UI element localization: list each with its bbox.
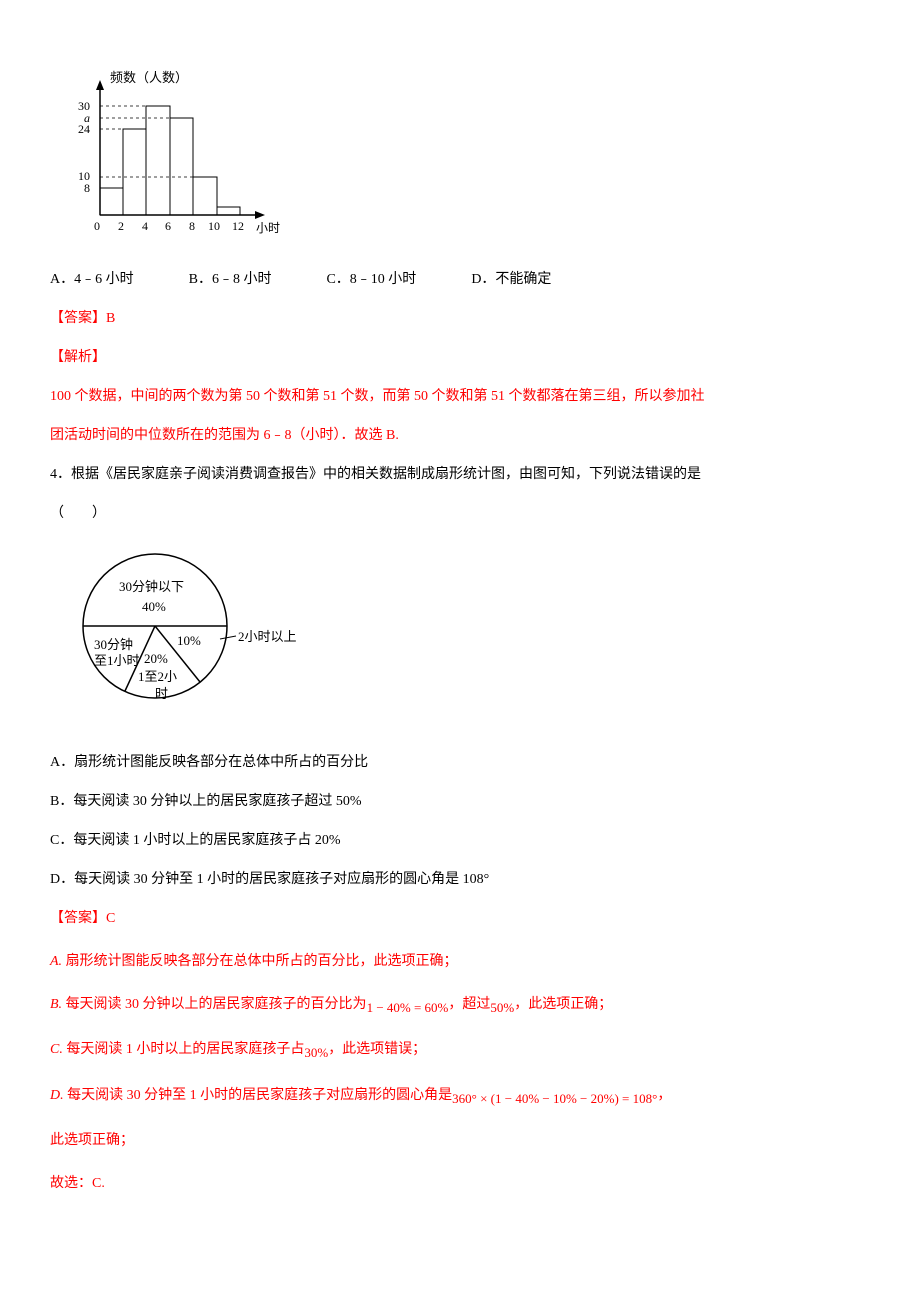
q4-exp-b-text2: ，超过 (448, 997, 490, 1012)
q4-exp-d-f: 360° × (1 − 40% − 10% − 20%) = 108° (452, 1090, 657, 1105)
q4-stem2: （ ） (50, 496, 870, 531)
svg-text:10%: 10% (177, 633, 201, 648)
svg-text:6: 6 (165, 219, 171, 233)
q3-option-c: C．8﹣10 小时 (326, 262, 416, 297)
q4-option-c: C．每天阅读 1 小时以上的居民家庭孩子占 20% (50, 823, 870, 858)
pie-chart: 30分钟以下 40% 30分钟 至1小时 20% 10% 1至2小 时 2小时以… (50, 541, 870, 730)
svg-text:8: 8 (84, 181, 90, 195)
svg-text:10: 10 (208, 219, 220, 233)
q4-exp-d-end: ， (657, 1088, 671, 1103)
svg-text:至1小时: 至1小时 (94, 653, 140, 668)
q3-option-b: B．6﹣8 小时 (189, 262, 272, 297)
q4-option-a: A．扇形统计图能反映各部分在总体中所占的百分比 (50, 745, 870, 780)
svg-text:12: 12 (232, 219, 244, 233)
q4-exp-c-f: 30% (304, 1045, 328, 1060)
q4-exp-a: A. 扇形统计图能反映各部分在总体中所占的百分比，此选项正确； (50, 944, 870, 979)
q4-exp-a-text: 扇形统计图能反映各部分在总体中所占的百分比，此选项正确； (62, 954, 458, 969)
q4-exp-b-text1: 每天阅读 30 分钟以上的居民家庭孩子的百分比为 (62, 997, 367, 1012)
q3-explain-label: 【解析】 (50, 340, 870, 375)
q4-conclusion: 故选：C. (50, 1166, 870, 1201)
q4-exp-d2: 此选项正确； (50, 1123, 870, 1158)
q3-answer: 【答案】B (50, 301, 870, 336)
svg-text:30分钟以下: 30分钟以下 (119, 579, 184, 594)
svg-text:40%: 40% (142, 599, 166, 614)
histogram-chart: 频数（人数） 30 a 24 10 8 0 2 4 6 8 10 12 小时 (50, 70, 870, 254)
q4-option-d: D．每天阅读 30 分钟至 1 小时的居民家庭孩子对应扇形的圆心角是 108° (50, 862, 870, 897)
q4-exp-c: C. 每天阅读 1 小时以上的居民家庭孩子占30%，此选项错误； (50, 1032, 870, 1069)
q4-exp-b-end: ，此选项正确； (514, 997, 612, 1012)
q4-exp-b: B. 每天阅读 30 分钟以上的居民家庭孩子的百分比为1 − 40% = 60%… (50, 987, 870, 1024)
q4-exp-d-text: 每天阅读 30 分钟至 1 小时的居民家庭孩子对应扇形的圆心角是 (64, 1088, 453, 1103)
y-axis-label: 频数（人数） (110, 70, 188, 85)
svg-text:1至2小: 1至2小 (138, 669, 177, 684)
svg-text:20%: 20% (144, 651, 168, 666)
svg-text:30分钟: 30分钟 (94, 637, 133, 652)
q3-explain-body2: 团活动时间的中位数所在的范围为 6﹣8（小时）．故选 B. (50, 418, 870, 453)
svg-text:小时: 小时 (256, 221, 280, 235)
svg-text:24: 24 (78, 122, 90, 136)
q3-options: A．4﹣6 小时 B．6﹣8 小时 C．8﹣10 小时 D．不能确定 (50, 262, 870, 297)
q3-option-a: A．4﹣6 小时 (50, 262, 134, 297)
svg-text:8: 8 (189, 219, 195, 233)
q4-exp-b-f1: 1 − 40% = 60% (367, 1000, 449, 1015)
q4-exp-a-label: A. (50, 954, 62, 969)
q4-exp-b-label: B. (50, 997, 62, 1012)
q4-stem1: 4．根据《居民家庭亲子阅读消费调查报告》中的相关数据制成扇形统计图，由图可知，下… (50, 457, 870, 492)
q3-option-d: D．不能确定 (471, 262, 551, 297)
q4-exp-c-label: C. (50, 1042, 63, 1057)
svg-text:2小时以上: 2小时以上 (238, 629, 297, 644)
q4-exp-c-text: 每天阅读 1 小时以上的居民家庭孩子占 (63, 1042, 305, 1057)
svg-text:0: 0 (94, 219, 100, 233)
q4-exp-b-f2: 50% (490, 1000, 514, 1015)
svg-text:4: 4 (142, 219, 148, 233)
q4-answer: 【答案】C (50, 901, 870, 936)
svg-text:2: 2 (118, 219, 124, 233)
svg-text:时: 时 (155, 686, 168, 701)
q4-option-b: B．每天阅读 30 分钟以上的居民家庭孩子超过 50% (50, 784, 870, 819)
q4-exp-d: D. 每天阅读 30 分钟至 1 小时的居民家庭孩子对应扇形的圆心角是360° … (50, 1078, 870, 1115)
q3-explain-body1: 100 个数据，中间的两个数为第 50 个数和第 51 个数，而第 50 个数和… (50, 379, 870, 414)
q4-exp-d-label: D. (50, 1088, 64, 1103)
q4-exp-c-end: ，此选项错误； (328, 1042, 426, 1057)
